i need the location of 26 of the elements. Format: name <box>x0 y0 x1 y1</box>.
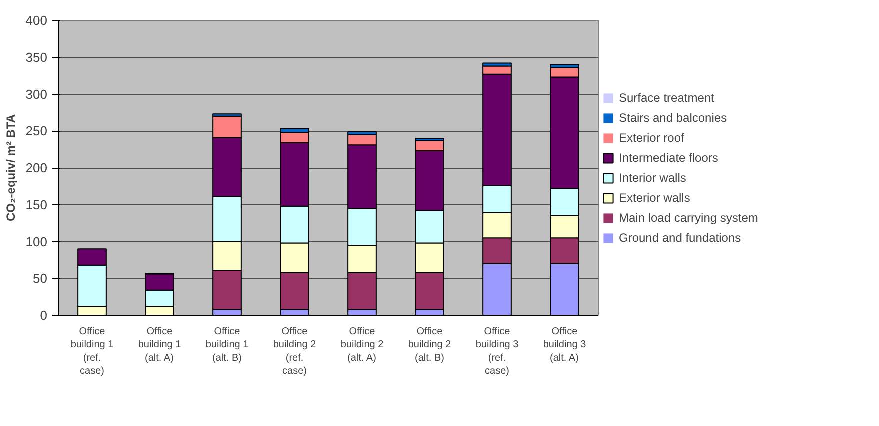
y-tick-label: 0 <box>40 308 48 323</box>
x-tick-label: Office building 2 (ref. case) <box>273 326 317 378</box>
y-tick-label: 100 <box>26 234 48 250</box>
x-tick-label: Office building 1 (alt. A) <box>138 326 182 364</box>
y-tick-label: 250 <box>26 124 48 139</box>
legend-label: Main load carrying system <box>619 210 758 224</box>
y-tick-label: 400 <box>26 13 48 28</box>
legend-label: Exterior roof <box>619 130 684 144</box>
legend-label: Exterior walls <box>619 190 690 204</box>
legend-label: Ground and fundations <box>619 230 742 244</box>
x-tick-label: Office building 2 (alt. B) <box>408 326 452 364</box>
x-tick-label: Office building 2 (alt. A) <box>340 326 384 364</box>
legend-label: Surface treatment <box>619 90 714 104</box>
x-tick-label: Office building 1 (alt. B) <box>206 326 250 364</box>
y-tick-label: 200 <box>26 160 48 176</box>
x-tick-label: Office building 1 (ref. case) <box>70 326 114 378</box>
x-tick-label: Office building 3 (ref. case) <box>476 326 520 378</box>
x-tick-label: Office building 3 (alt. A) <box>543 326 587 364</box>
y-tick-label: 300 <box>26 86 48 102</box>
legend-label: Stairs and balconies <box>619 110 728 124</box>
y-tick-label: 350 <box>26 50 48 65</box>
legend-label: Interior walls <box>619 170 686 184</box>
legend-label: Intermediate floors <box>619 150 718 164</box>
y-axis-title: CO₂-equiv/ m² BTA <box>4 114 18 222</box>
y-tick-label: 50 <box>33 271 48 286</box>
y-tick-label: 150 <box>26 197 48 212</box>
